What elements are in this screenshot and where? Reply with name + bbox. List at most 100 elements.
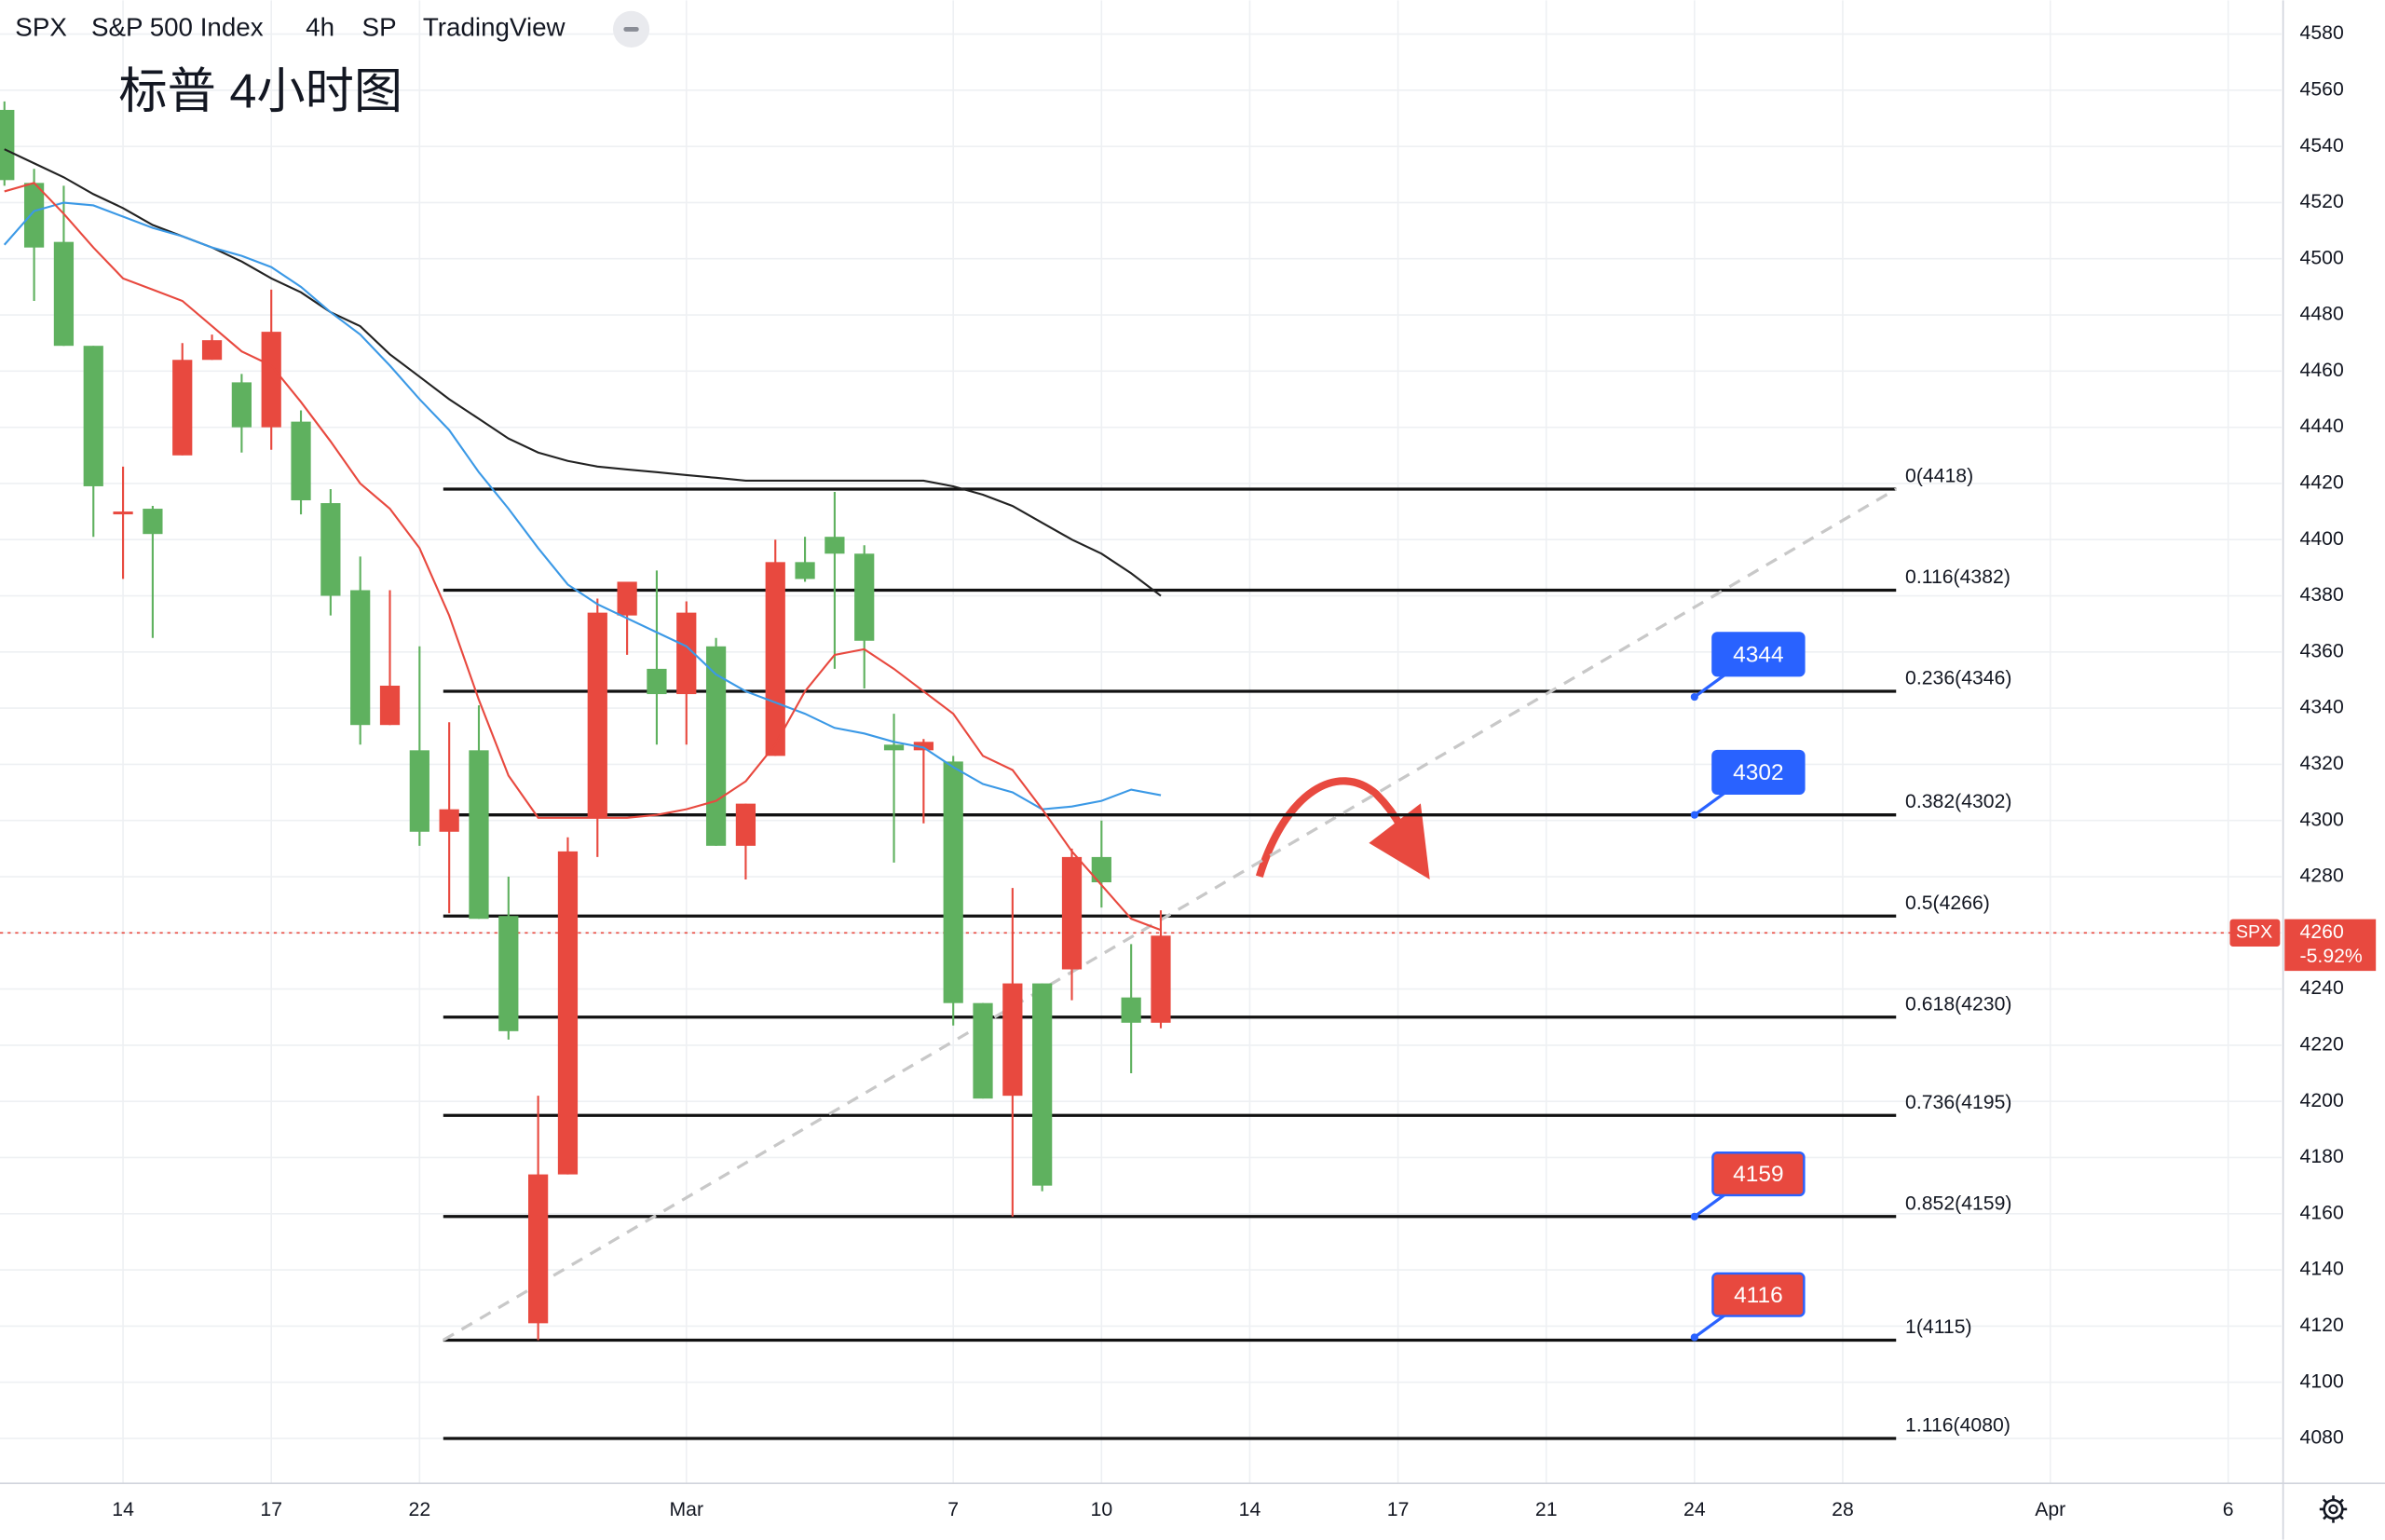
y-tick-label: 4160 [2300,1202,2344,1223]
y-tick-label: 4280 [2300,865,2344,887]
callout-anchor [1690,1212,1698,1220]
candle-body [320,503,341,596]
x-tick-label: 6 [2223,1499,2234,1520]
candle-body [83,346,103,486]
candle-body [350,590,371,726]
candle-body [172,360,193,456]
y-tick-label: 4480 [2300,304,2344,325]
candle-body [943,761,963,1003]
y-tick-label: 4520 [2300,191,2344,212]
candle-body [469,750,489,920]
x-tick-label: 14 [112,1499,134,1520]
candle-body [53,241,75,347]
candle-body [973,1002,993,1099]
candle-body [913,742,934,751]
y-tick-label: 4300 [2300,809,2344,830]
x-tick-label: Apr [2035,1499,2065,1520]
callout-label: 4302 [1733,760,1783,785]
callout-anchor [1690,692,1698,702]
y-tick-label: 4100 [2300,1370,2344,1392]
y-tick-label: 4460 [2300,360,2344,381]
candle-body [201,340,223,361]
symbol-name: S&P 500 Index [91,13,264,42]
y-tick-label: 4220 [2300,1034,2344,1056]
candle-body [143,509,163,535]
candle-body [676,612,697,695]
fib-label: 1.116(4080) [1905,1415,2010,1437]
x-tick-label: 28 [1832,1499,1854,1520]
callout-label: 4159 [1733,1162,1783,1187]
interval: 4h [306,13,334,42]
grid [0,0,2282,1484]
candle-body [23,183,45,248]
collapse-button[interactable] [612,10,650,48]
candle-body [0,109,15,181]
fib-label: 0.852(4159) [1905,1192,2011,1214]
callout-box [1711,749,1806,796]
candle-body [528,1174,549,1324]
source: TradingView [423,13,566,42]
y-tick-label: 4340 [2300,697,2344,718]
candle-body [1061,856,1083,970]
fib-label: 0.116(4382) [1905,566,2010,588]
y-tick-label: 4380 [2300,584,2344,606]
y-tick-label: 4560 [2300,78,2344,100]
x-tick-label: 21 [1535,1499,1558,1520]
candle-body [291,421,311,501]
settings-icon[interactable] [2319,1495,2348,1523]
candle-body [617,581,637,616]
candle-body [113,511,133,515]
price-change: -5.92% [2300,946,2363,967]
exchange: SP [362,13,397,42]
callout-box [1711,632,1806,677]
y-tick-label: 4360 [2300,640,2344,661]
y-tick-label: 4540 [2300,135,2344,157]
fib-label: 0(4418) [1905,466,1973,487]
callout-label: 4116 [1734,1283,1783,1308]
fib-label: 0.736(4195) [1905,1092,2011,1113]
x-tick-label: 24 [1683,1499,1706,1520]
candle-body [795,562,815,579]
symbol: SPX [15,13,67,42]
y-tick-label: 4180 [2300,1146,2344,1167]
x-tick-label: 10 [1091,1499,1113,1520]
y-tick-label: 4440 [2300,416,2344,437]
y-tick-label: 4400 [2300,528,2344,550]
chart-title: 标普 4小时图 [118,64,402,118]
candle-body [1032,983,1053,1186]
y-tick-label: 4200 [2300,1090,2344,1111]
price-symbol-box [2229,919,2281,947]
moving-average [3,201,1162,811]
y-tick-label: 4140 [2300,1259,2344,1280]
x-tick-label: Mar [669,1499,703,1520]
candle-body [1002,983,1023,1097]
y-tick-label: 4320 [2300,753,2344,774]
candle-body [439,809,459,832]
candle-body [854,553,875,641]
y-tick-label: 4240 [2300,977,2344,999]
x-tick-label: 17 [1387,1499,1410,1520]
candle-body [498,916,519,1031]
y-tick-label: 4500 [2300,247,2344,268]
arrow [1255,777,1406,878]
callout-box [1711,1272,1806,1317]
fib-label: 0.382(4302) [1905,791,2011,812]
price-box [2284,919,2377,972]
fib-label: 0.5(4266) [1905,893,1990,914]
candle-body [231,382,252,428]
x-tick-label: 14 [1239,1499,1261,1520]
candle-body [765,562,785,756]
callout-box [1711,1152,1806,1197]
candle-body [587,612,607,818]
arrow-head [1369,803,1430,880]
price-symbol: SPX [2236,921,2272,942]
candle-body [883,744,905,751]
moving-average [4,182,1162,932]
candle-body [1151,935,1171,1023]
candle-body [1091,856,1111,883]
candle-body [261,332,281,428]
y-tick-label: 4120 [2300,1315,2344,1336]
y-tick-label: 4580 [2300,22,2344,44]
